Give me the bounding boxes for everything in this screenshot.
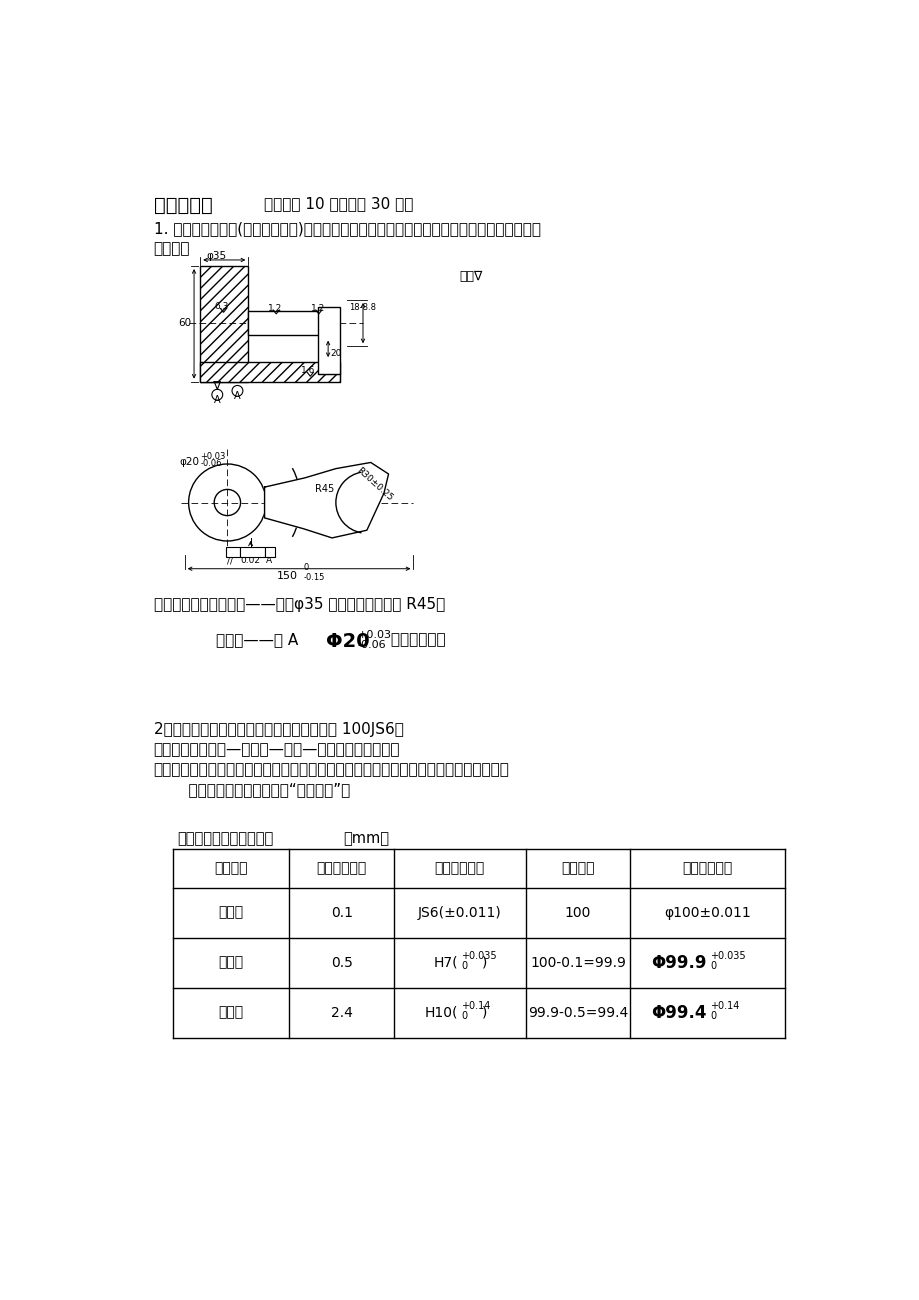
Text: （mm）: （mm） [344, 831, 390, 846]
Text: φ20: φ20 [179, 458, 199, 467]
Text: -0.06: -0.06 [357, 640, 386, 650]
Text: 0: 0 [461, 1011, 467, 1022]
Text: 0: 0 [709, 1011, 716, 1022]
Text: 1.6: 1.6 [301, 367, 315, 376]
Text: 筱体主轴孔工序尺寸计算: 筱体主轴孔工序尺寸计算 [176, 831, 273, 846]
Text: 工序经济精度: 工序经济精度 [435, 861, 484, 875]
Text: 答：拨叉加工：粗基准——外圆φ35 及其上端面，圆弧 R45。: 答：拨叉加工：粗基准——外圆φ35 及其上端面，圆弧 R45。 [153, 597, 445, 612]
Text: 20: 20 [330, 350, 342, 359]
Bar [318, 307, 339, 374]
Polygon shape [265, 463, 388, 538]
Text: （每小题 10 分，共计 30 分）: （每小题 10 分，共计 30 分） [264, 196, 413, 211]
Text: +0.14: +0.14 [709, 1001, 739, 1011]
Text: 浮动镳: 浮动镳 [219, 906, 244, 919]
Text: A: A [233, 391, 241, 402]
Text: +0.14: +0.14 [461, 1001, 490, 1011]
Text: φ100±0.011: φ100±0.011 [664, 906, 751, 919]
Text: 工序名称: 工序名称 [214, 861, 248, 875]
Text: -0.15: -0.15 [303, 572, 324, 581]
Text: 18-8.8: 18-8.8 [348, 303, 376, 312]
Text: +0.03: +0.03 [357, 630, 391, 641]
Bar [265, 547, 275, 558]
Text: A: A [266, 556, 272, 566]
Text: 0.1: 0.1 [330, 906, 352, 919]
Text: 150: 150 [277, 571, 298, 581]
Text: R30±0.25: R30±0.25 [355, 465, 394, 503]
Text: 0.02: 0.02 [240, 556, 260, 566]
Bar [200, 266, 248, 382]
Text: 1. 如图所示为拨叉(毛坏为精铸件)的零件图，试简要说明，零件加工时的粗、精基准分别应如: 1. 如图所示为拨叉(毛坏为精铸件)的零件图，试简要说明，零件加工时的粗、精基准… [153, 221, 540, 237]
Text: +0.035: +0.035 [709, 952, 745, 962]
Text: φ35: φ35 [206, 251, 226, 261]
Text: 2．某主轴筱筱体上的主轴孔，按设计要求为 100JS6，: 2．某主轴筱筱体上的主轴孔，按设计要求为 100JS6， [153, 722, 403, 737]
Text: 99.9-0.5=99.4: 99.9-0.5=99.4 [528, 1006, 628, 1019]
Text: 其余∇: 其余∇ [460, 270, 482, 283]
Text: //: // [226, 556, 233, 566]
Text: 100-0.1=99.9: 100-0.1=99.9 [529, 956, 625, 970]
Bar [240, 547, 265, 558]
Text: Φ99.4: Φ99.4 [650, 1004, 706, 1022]
Text: 现给出各工序的加工余量及工序尺寸公差，试计算总余量、毛坏尺寸、工序尺寸，标注工: 现给出各工序的加工余量及工序尺寸公差，试计算总余量、毛坏尺寸、工序尺寸，标注工 [153, 762, 509, 777]
Text: 1.2: 1.2 [311, 304, 325, 313]
Text: 精　镳: 精 镳 [219, 956, 244, 970]
Text: ): ) [481, 1006, 486, 1019]
Text: +0.03: +0.03 [200, 451, 225, 460]
Text: 工序尺寸: 工序尺寸 [561, 861, 595, 875]
Bar [200, 363, 339, 382]
Text: H10(: H10( [425, 1006, 458, 1019]
Text: 及其下端面。: 及其下端面。 [386, 632, 446, 647]
Text: 0: 0 [461, 962, 467, 971]
Text: Φ20: Φ20 [325, 632, 369, 651]
Text: 6.3: 6.3 [214, 303, 228, 311]
Text: ): ) [481, 956, 486, 970]
Text: 序尺寸公差。（标注时按“入体原则”）: 序尺寸公差。（标注时按“入体原则”） [169, 783, 350, 797]
Text: H7(: H7( [433, 956, 458, 970]
Text: -0.06: -0.06 [200, 459, 221, 468]
Text: 半精镳: 半精镳 [219, 1006, 244, 1019]
Text: R45: R45 [314, 484, 334, 494]
Text: 2.4: 2.4 [331, 1006, 352, 1019]
Text: 0.5: 0.5 [331, 956, 352, 970]
Text: 工序尺寸标注: 工序尺寸标注 [682, 861, 732, 875]
Text: 100: 100 [564, 906, 591, 919]
Text: JS6(±0.011): JS6(±0.011) [417, 906, 501, 919]
Text: 0: 0 [709, 962, 716, 971]
Text: 何选择？: 何选择？ [153, 240, 190, 256]
Text: 60: 60 [178, 318, 191, 329]
Text: 精基准——孔 A: 精基准——孔 A [216, 632, 302, 647]
Bar [225, 547, 240, 558]
Text: Φ99.9: Φ99.9 [650, 954, 706, 971]
Text: 工序基本余量: 工序基本余量 [316, 861, 367, 875]
Text: 加工工序为：粗镳—半精镳—精镳—浮动镳，四道工序，: 加工工序为：粗镳—半精镳—精镳—浮动镳，四道工序， [153, 742, 400, 757]
Text: +0.035: +0.035 [461, 952, 496, 962]
Text: 0: 0 [303, 563, 308, 572]
Text: A: A [214, 395, 221, 406]
Bar [248, 311, 334, 335]
Text: 1.2: 1.2 [268, 304, 282, 313]
Text: 五、综合题: 五、综合题 [153, 196, 212, 214]
